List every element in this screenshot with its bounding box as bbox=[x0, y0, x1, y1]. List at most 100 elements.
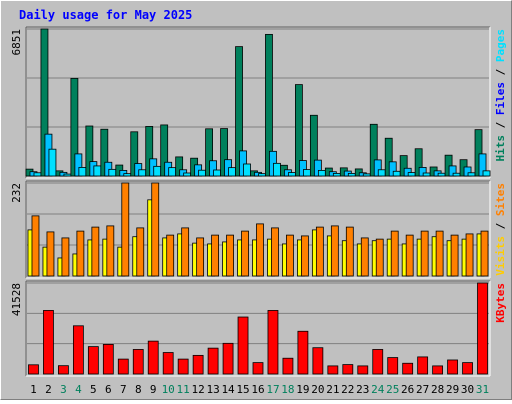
x-tick-label-27: 27 bbox=[416, 383, 429, 396]
legend-hits: Hits bbox=[494, 135, 507, 162]
bar-hits-day-19 bbox=[295, 84, 303, 177]
bar-pages-day-10 bbox=[168, 167, 177, 177]
bar-files-day-31 bbox=[478, 153, 487, 177]
bar-pages-day-1 bbox=[33, 172, 42, 177]
y-max-label: 232 bbox=[10, 183, 23, 203]
bar-pages-day-25 bbox=[392, 170, 401, 177]
x-tick-label-15: 15 bbox=[236, 383, 249, 396]
bar-pages-day-26 bbox=[407, 172, 416, 177]
x-tick-label-18: 18 bbox=[281, 383, 294, 396]
bar-kbytes-day-31 bbox=[477, 282, 488, 375]
x-tick-label-25: 25 bbox=[386, 383, 399, 396]
bar-pages-day-5 bbox=[93, 165, 102, 177]
bar-kbytes-day-16 bbox=[252, 362, 264, 375]
bar-hits-day-9 bbox=[145, 126, 154, 177]
bar-files-day-7 bbox=[119, 170, 128, 177]
legend-files: Files bbox=[494, 82, 507, 115]
bar-sites-day-19 bbox=[301, 235, 309, 277]
bar-pages-day-29 bbox=[452, 172, 461, 177]
bar-sites-day-11 bbox=[181, 227, 190, 277]
bar-sites-day-20 bbox=[315, 226, 324, 277]
bar-kbytes-day-30 bbox=[462, 362, 473, 375]
x-tick-label-3: 3 bbox=[60, 383, 67, 396]
bar-pages-day-12 bbox=[198, 169, 207, 177]
x-tick-label-26: 26 bbox=[401, 383, 414, 396]
bar-pages-day-18 bbox=[288, 172, 296, 177]
bar-pages-day-4 bbox=[78, 167, 87, 177]
bar-kbytes-day-1 bbox=[28, 364, 39, 375]
bar-hits-day-14 bbox=[220, 128, 228, 177]
bar-kbytes-day-2 bbox=[43, 310, 54, 375]
bar-sites-day-21 bbox=[330, 225, 339, 277]
bar-kbytes-day-27 bbox=[417, 356, 429, 375]
bar-pages-day-31 bbox=[482, 170, 491, 177]
x-tick-label-17: 17 bbox=[266, 383, 279, 396]
bar-files-day-24 bbox=[373, 159, 382, 177]
bar-kbytes-day-4 bbox=[72, 325, 84, 375]
x-tick-label-14: 14 bbox=[221, 383, 235, 396]
x-tick-label-10: 10 bbox=[162, 383, 175, 396]
bar-sites-day-6 bbox=[106, 225, 115, 277]
x-tick-label-23: 23 bbox=[356, 383, 369, 396]
bar-hits-day-25 bbox=[384, 137, 393, 177]
bar-kbytes-day-10 bbox=[162, 352, 174, 375]
bar-pages-day-2 bbox=[48, 148, 57, 177]
bar-kbytes-day-18 bbox=[282, 357, 294, 375]
x-tick-label-13: 13 bbox=[206, 383, 219, 396]
x-tick-label-11: 11 bbox=[177, 383, 190, 396]
legend-pages: Pages bbox=[494, 29, 507, 62]
bar-kbytes-day-17 bbox=[267, 310, 279, 375]
bar-hits-day-31 bbox=[474, 129, 483, 177]
bar-sites-day-16 bbox=[256, 223, 264, 277]
bar-kbytes-day-19 bbox=[297, 330, 309, 375]
bar-sites-day-28 bbox=[435, 230, 444, 277]
bar-sites-day-29 bbox=[450, 234, 459, 277]
bar-sites-day-5 bbox=[91, 226, 100, 277]
x-tick-label-9: 9 bbox=[150, 383, 157, 396]
bar-pages-day-6 bbox=[108, 168, 117, 177]
x-tick-label-8: 8 bbox=[135, 383, 142, 396]
bar-hits-day-13 bbox=[205, 128, 213, 177]
bar-hits-day-8 bbox=[130, 131, 139, 177]
bar-files-day-4 bbox=[74, 153, 83, 177]
bar-kbytes-day-12 bbox=[192, 354, 204, 375]
x-tick-label-24: 24 bbox=[371, 383, 385, 396]
bar-sites-day-2 bbox=[46, 231, 55, 277]
bar-hits-day-11 bbox=[175, 156, 184, 177]
bar-sites-day-17 bbox=[271, 227, 279, 277]
bar-kbytes-day-25 bbox=[387, 357, 399, 375]
bar-pages-day-28 bbox=[437, 172, 446, 177]
bar-files-day-15 bbox=[239, 150, 247, 177]
bar-sites-day-7 bbox=[121, 182, 130, 277]
x-tick-label-7: 7 bbox=[120, 383, 127, 396]
bar-hits-day-10 bbox=[160, 124, 169, 177]
bar-sites-day-25 bbox=[390, 230, 399, 277]
bar-sites-day-26 bbox=[405, 234, 414, 277]
bar-pages-day-9 bbox=[153, 165, 162, 177]
x-tick-label-1: 1 bbox=[30, 383, 37, 396]
x-tick-label-22: 22 bbox=[341, 383, 354, 396]
legend-kbytes: KBytes bbox=[494, 283, 507, 323]
bar-kbytes-day-15 bbox=[237, 316, 249, 375]
bar-kbytes-day-8 bbox=[132, 349, 144, 375]
bar-files-day-29 bbox=[448, 165, 457, 177]
bar-kbytes-day-21 bbox=[327, 365, 339, 375]
bar-hits-day-26 bbox=[399, 155, 408, 177]
bar-kbytes-day-3 bbox=[58, 365, 69, 375]
bar-hits-day-4 bbox=[70, 77, 79, 177]
bar-kbytes-day-6 bbox=[102, 344, 114, 375]
bar-kbytes-day-24 bbox=[372, 349, 384, 375]
bar-hits-day-20 bbox=[309, 114, 318, 177]
bar-pages-day-20 bbox=[317, 170, 326, 177]
bar-kbytes-day-23 bbox=[357, 365, 369, 375]
legend-separator: / bbox=[494, 216, 507, 236]
bar-kbytes-day-26 bbox=[402, 362, 414, 375]
chart-title: Daily usage for May 2025 bbox=[19, 8, 192, 22]
legend-visits: Visits bbox=[494, 236, 507, 276]
bar-pages-day-14 bbox=[228, 167, 236, 177]
bar-hits-day-17 bbox=[265, 33, 273, 177]
x-tick-label-31: 31 bbox=[476, 383, 489, 396]
bar-kbytes-day-28 bbox=[432, 365, 444, 375]
